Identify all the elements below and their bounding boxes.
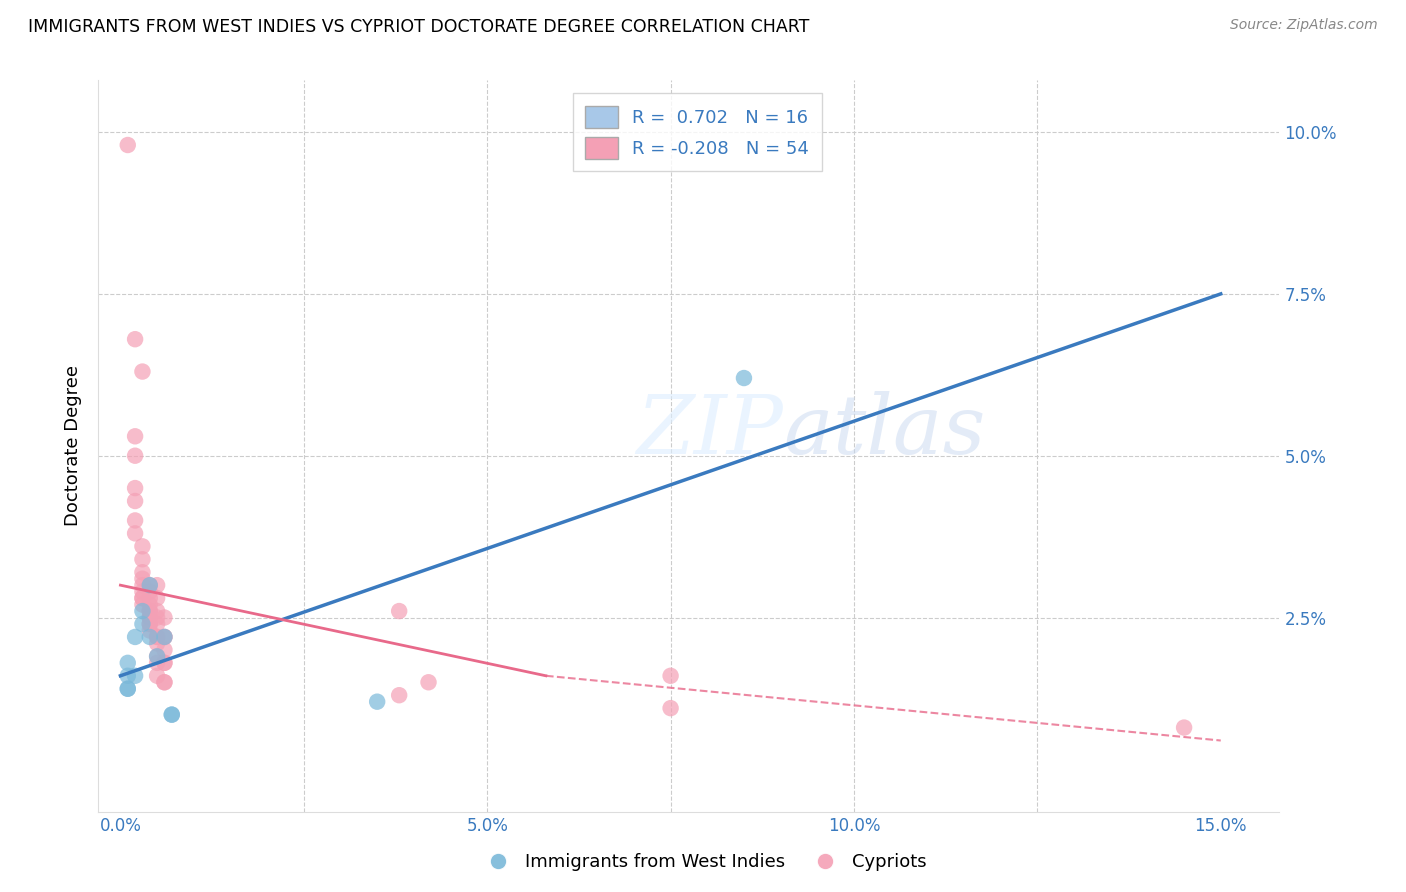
Point [131,365,153,379]
Text: ZIP: ZIP [637,392,783,471]
Point [139,624,162,638]
Point [146,636,169,650]
Point [153,643,176,657]
Point [366,695,388,709]
Point [124,494,146,508]
Point [153,656,176,670]
Point [659,701,682,715]
Legend: R =  0.702   N = 16, R = -0.208   N = 54: R = 0.702 N = 16, R = -0.208 N = 54 [572,93,821,171]
Point [124,513,146,527]
Point [117,656,139,670]
Point [146,617,169,632]
Point [139,578,162,592]
Point [146,630,169,644]
Point [146,649,169,664]
Point [131,552,153,566]
Point [146,630,169,644]
Point [139,598,162,612]
Point [153,630,176,644]
Point [139,591,162,606]
Point [160,707,183,722]
Point [117,138,139,153]
Point [124,449,146,463]
Point [124,429,146,443]
Point [117,669,139,683]
Point [146,656,169,670]
Point [160,707,183,722]
Point [146,610,169,624]
Legend: Immigrants from West Indies, Cypriots: Immigrants from West Indies, Cypriots [472,847,934,879]
Text: IMMIGRANTS FROM WEST INDIES VS CYPRIOT DOCTORATE DEGREE CORRELATION CHART: IMMIGRANTS FROM WEST INDIES VS CYPRIOT D… [28,18,810,36]
Point [139,604,162,618]
Point [131,572,153,586]
Point [131,617,153,632]
Text: Source: ZipAtlas.com: Source: ZipAtlas.com [1230,18,1378,32]
Point [153,630,176,644]
Point [139,604,162,618]
Point [146,649,169,664]
Point [146,669,169,683]
Point [117,681,139,696]
Point [153,630,176,644]
Point [146,591,169,606]
Point [659,669,682,683]
Y-axis label: Doctorate Degree: Doctorate Degree [65,366,83,526]
Point [131,591,153,606]
Point [124,332,146,346]
Point [131,566,153,580]
Point [153,675,176,690]
Point [388,688,411,702]
Point [124,481,146,495]
Point [388,604,411,618]
Point [153,675,176,690]
Text: atlas: atlas [783,392,986,471]
Point [139,610,162,624]
Point [418,675,440,690]
Point [139,617,162,632]
Point [139,578,162,592]
Point [117,681,139,696]
Point [153,610,176,624]
Point [131,578,153,592]
Point [139,584,162,599]
Point [124,630,146,644]
Point [131,604,153,618]
Point [139,630,162,644]
Point [1173,721,1195,735]
Point [146,604,169,618]
Point [131,584,153,599]
Point [139,617,162,632]
Point [153,656,176,670]
Point [146,578,169,592]
Point [131,598,153,612]
Point [733,371,755,385]
Point [124,526,146,541]
Point [124,669,146,683]
Point [139,610,162,624]
Point [131,591,153,606]
Point [131,539,153,553]
